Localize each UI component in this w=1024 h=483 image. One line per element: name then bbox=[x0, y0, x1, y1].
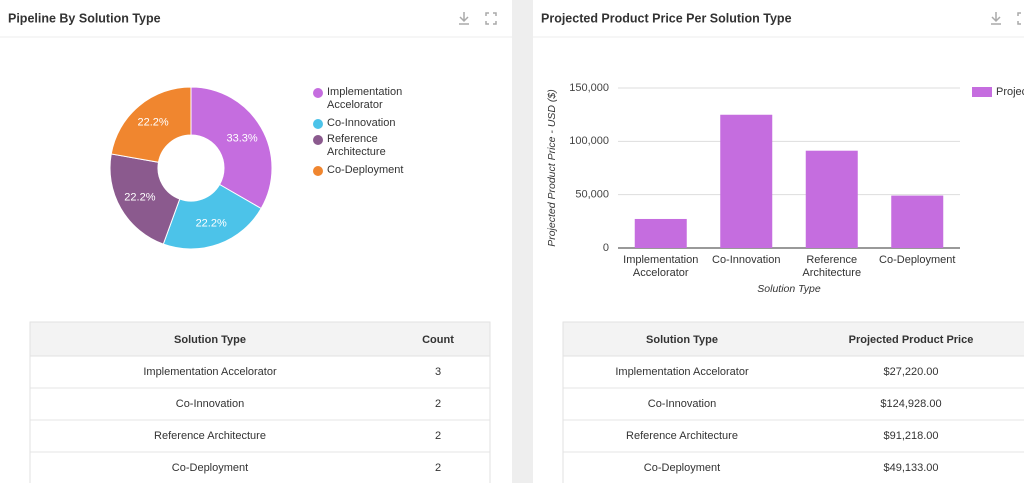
y-tick-label: 150,000 bbox=[569, 82, 609, 94]
slice-label: 22.2% bbox=[196, 217, 227, 229]
x-tick-label: Co-Innovation bbox=[712, 254, 781, 266]
bar bbox=[634, 218, 687, 248]
table-cell: 3 bbox=[435, 366, 441, 378]
table-cell: $27,220.00 bbox=[883, 366, 938, 378]
legend-label: Co-Deployment bbox=[327, 164, 404, 176]
table-cell: 2 bbox=[435, 462, 441, 474]
y-tick-label: 50,000 bbox=[575, 189, 609, 201]
x-tick-label-box: Co-Deployment bbox=[879, 254, 956, 266]
column-header: Count bbox=[422, 334, 454, 346]
legend-label: Co-Innovation bbox=[327, 117, 396, 129]
table-cell: Co-Innovation bbox=[648, 398, 717, 410]
table-cell: $91,218.00 bbox=[883, 430, 938, 442]
legend-label-box: Co-Innovation bbox=[327, 117, 396, 129]
table-cell: 2 bbox=[435, 398, 441, 410]
pie-slice bbox=[162, 183, 262, 250]
table-header-bg bbox=[562, 321, 1024, 357]
legend-marker bbox=[972, 87, 992, 97]
legend-label-box: Co-Deployment bbox=[327, 164, 404, 176]
x-tick-label-box: Reference Architecture bbox=[802, 254, 862, 279]
table-cell: $49,133.00 bbox=[883, 462, 938, 474]
table-cell: Co-Deployment bbox=[172, 462, 248, 474]
table-cell: 2 bbox=[435, 430, 441, 442]
x-tick-label: Co-Deployment bbox=[879, 254, 956, 266]
table-cell: $124,928.00 bbox=[880, 398, 941, 410]
slice-label: 22.2% bbox=[137, 117, 168, 129]
table-cell: Implementation Accelorator bbox=[615, 366, 749, 378]
panel-title: Projected Product Price Per Solution Typ… bbox=[541, 11, 792, 25]
legend-label: Implementation Accelorator bbox=[327, 86, 403, 111]
y-axis-title: Projected Product Price - USD ($) bbox=[546, 89, 558, 247]
bar bbox=[891, 195, 944, 248]
download-icon[interactable] bbox=[459, 12, 469, 25]
legend-label-box: Implementation Accelorator bbox=[327, 86, 403, 111]
panel-title: Pipeline By Solution Type bbox=[8, 11, 161, 25]
legend-marker bbox=[313, 119, 323, 129]
legend-marker bbox=[313, 135, 323, 145]
x-axis-title: Solution Type bbox=[757, 283, 821, 295]
legend-marker bbox=[313, 88, 323, 98]
table-cell: Co-Innovation bbox=[176, 398, 245, 410]
expand-icon[interactable] bbox=[1017, 12, 1021, 25]
column-header: Projected Product Price bbox=[849, 334, 974, 346]
download-icon[interactable] bbox=[991, 12, 1001, 25]
pie-slice bbox=[109, 153, 181, 245]
slice-label: 33.3% bbox=[226, 132, 257, 144]
legend-label: Projected Product Price bbox=[996, 86, 1024, 98]
legend-label: Reference Architecture bbox=[327, 133, 386, 158]
table-header-bg bbox=[29, 321, 491, 357]
x-tick-label: Reference Architecture bbox=[802, 254, 862, 279]
x-tick-label-box: Implementation Accelorator bbox=[623, 254, 699, 279]
column-header: Solution Type bbox=[646, 334, 718, 346]
table-cell: Reference Architecture bbox=[154, 430, 266, 442]
legend-marker bbox=[313, 166, 323, 176]
table-cell: Co-Deployment bbox=[644, 462, 720, 474]
expand-icon[interactable] bbox=[485, 12, 497, 25]
x-tick-label: Implementation Accelorator bbox=[623, 254, 699, 279]
table-cell: Implementation Accelorator bbox=[143, 366, 277, 378]
column-header: Solution Type bbox=[174, 334, 246, 346]
bar bbox=[805, 150, 858, 248]
pie-slice bbox=[110, 86, 192, 163]
y-tick-label: 0 bbox=[603, 242, 609, 254]
y-tick-label: 100,000 bbox=[569, 135, 609, 147]
table-cell: Reference Architecture bbox=[626, 430, 738, 442]
bar bbox=[720, 114, 773, 248]
panel bbox=[0, 0, 512, 483]
x-tick-label-box: Co-Innovation bbox=[712, 254, 781, 266]
pie-slice bbox=[190, 86, 273, 210]
legend-label-box: Reference Architecture bbox=[327, 133, 386, 158]
slice-label: 22.2% bbox=[124, 191, 155, 203]
